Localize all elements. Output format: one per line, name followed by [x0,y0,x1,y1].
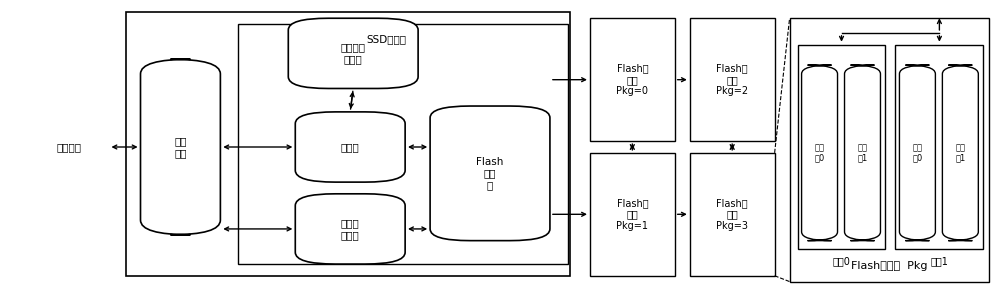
FancyBboxPatch shape [288,18,418,88]
FancyBboxPatch shape [790,18,989,282]
FancyBboxPatch shape [942,65,978,240]
Text: Flash存儲器  Pkg: Flash存儲器 Pkg [851,260,928,270]
FancyBboxPatch shape [430,106,550,240]
FancyBboxPatch shape [845,65,880,240]
Text: Flash存
儲器
Pkg=3: Flash存 儲器 Pkg=3 [716,198,748,231]
Text: 閃存
片1: 閃存 片1 [857,143,868,163]
Text: 動態隨機
存儲器: 動態隨機 存儲器 [341,43,366,64]
Text: 閃存
片0: 閃存 片0 [912,143,923,163]
Text: 主機互聯: 主機互聯 [56,142,81,152]
FancyBboxPatch shape [590,18,675,141]
Text: Flash存
儲器
Pkg=1: Flash存 儲器 Pkg=1 [616,198,648,231]
Text: Flash
控制
器: Flash 控制 器 [476,157,504,190]
FancyBboxPatch shape [295,112,405,182]
FancyBboxPatch shape [141,59,220,235]
Text: 閃存
片1: 閃存 片1 [955,143,965,163]
FancyBboxPatch shape [690,18,775,141]
FancyBboxPatch shape [899,65,935,240]
FancyBboxPatch shape [690,153,775,276]
Text: 緩沖區
管理器: 緩沖區 管理器 [341,218,360,240]
FancyBboxPatch shape [802,65,838,240]
Text: 閃存
片0: 閃存 片0 [814,143,825,163]
Text: Flash存
儲器
Pkg=2: Flash存 儲器 Pkg=2 [716,63,748,96]
Text: SSD控制器: SSD控制器 [367,34,407,44]
Text: 顆粒0: 顆粒0 [833,256,850,266]
Text: 顆粒1: 顆粒1 [930,256,948,266]
FancyBboxPatch shape [295,194,405,264]
FancyBboxPatch shape [590,153,675,276]
Text: Flash存
儲器
Pkg=0: Flash存 儲器 Pkg=0 [616,63,648,96]
Text: 硬件
接口: 硬件 接口 [174,136,187,158]
Text: 處理器: 處理器 [341,142,360,152]
